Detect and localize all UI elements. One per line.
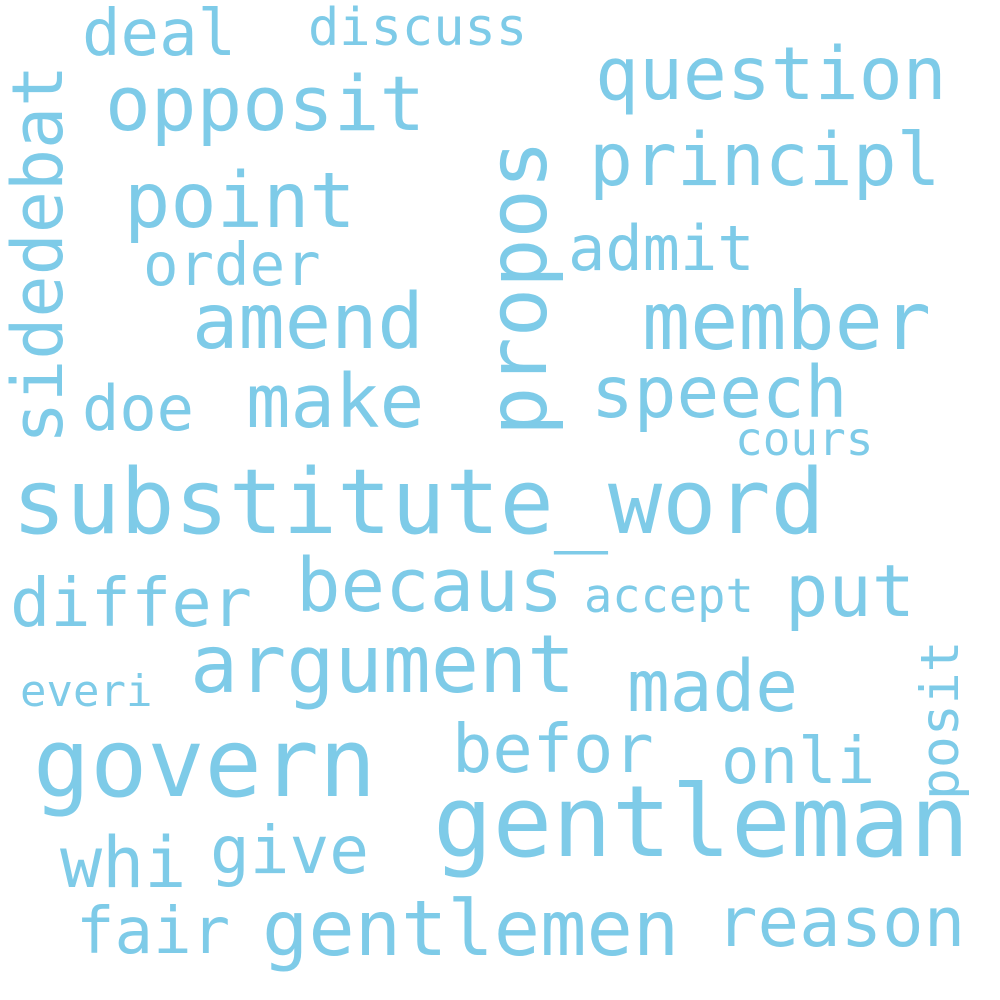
word-everi: everi — [20, 666, 153, 717]
word-gentleman: gentleman — [433, 765, 970, 880]
word-amend: amend — [192, 278, 424, 367]
word-deal: deal — [82, 0, 237, 71]
word-whi: whi — [60, 822, 187, 904]
word-sidedebat: sidedebat — [0, 64, 79, 444]
word-principl: principl — [589, 118, 941, 203]
word-onli: onli — [721, 725, 876, 799]
word-made: made — [627, 645, 798, 728]
word-question: question — [595, 32, 947, 117]
word-fair: fair — [76, 895, 231, 969]
word-govern: govern — [33, 709, 377, 819]
word-befor: befor — [452, 710, 654, 788]
word-differ: differ — [10, 564, 253, 642]
word-point: point — [124, 157, 356, 246]
word-becaus: becaus — [296, 543, 564, 629]
word-reason: reason — [716, 883, 966, 963]
word-posit: posit — [910, 640, 971, 800]
word-propos: propos — [471, 139, 566, 436]
word-give: give — [210, 812, 369, 889]
word-admit: admit — [568, 212, 755, 285]
word-substitute-word: substitute_word — [12, 450, 825, 555]
word-put: put — [785, 549, 916, 633]
word-member: member — [642, 275, 931, 368]
word-order: order — [143, 230, 321, 299]
word-accept: accept — [584, 569, 754, 624]
word-gentlemen: gentlemen — [262, 885, 680, 974]
word-argument: argument — [190, 618, 576, 711]
word-speech: speech — [591, 351, 848, 434]
word-cours: cours — [735, 412, 874, 466]
word-opposit: opposit — [105, 59, 426, 148]
word-discuss: discuss — [308, 0, 528, 58]
word-make: make — [246, 359, 425, 445]
word-doe: doe — [82, 372, 194, 445]
